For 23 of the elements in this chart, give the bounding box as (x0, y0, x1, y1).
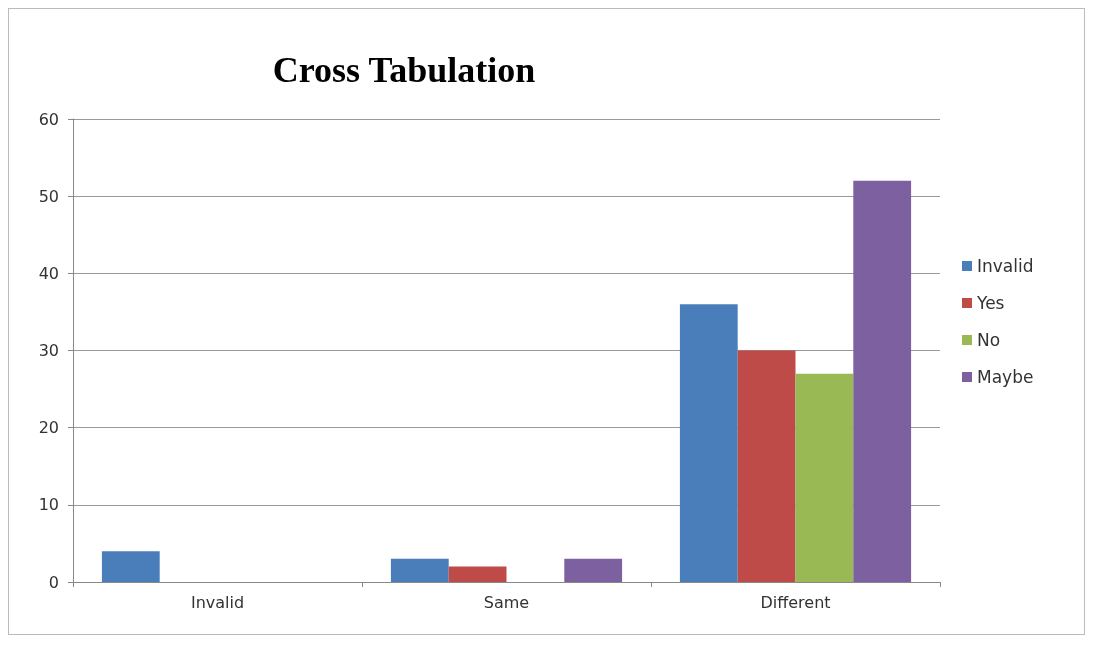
y-tick-label: 40 (38, 263, 59, 283)
legend-label: No (977, 330, 1001, 350)
bar (101, 551, 160, 582)
x-tick-label: Invalid (190, 592, 245, 612)
y-tick-label: 20 (38, 418, 59, 438)
x-tick-label: Same (483, 592, 530, 612)
bar (853, 180, 912, 582)
legend-label: Maybe (977, 367, 1034, 387)
bar (679, 304, 738, 582)
y-tick-label: 50 (38, 186, 59, 206)
legend-label: Invalid (977, 256, 1034, 276)
y-tick-label: 60 (38, 109, 59, 129)
x-tick-label: Different (760, 592, 831, 612)
bar (448, 566, 507, 582)
y-tick-label: 0 (48, 572, 59, 592)
bar (564, 558, 623, 582)
chart-title: Cross Tabulation (272, 50, 536, 90)
bar (795, 373, 854, 582)
bar (737, 350, 796, 582)
bar (390, 558, 449, 582)
y-tick-label: 30 (38, 341, 59, 360)
y-tick-label: 10 (38, 495, 59, 515)
legend-label: Yes (976, 293, 1005, 313)
